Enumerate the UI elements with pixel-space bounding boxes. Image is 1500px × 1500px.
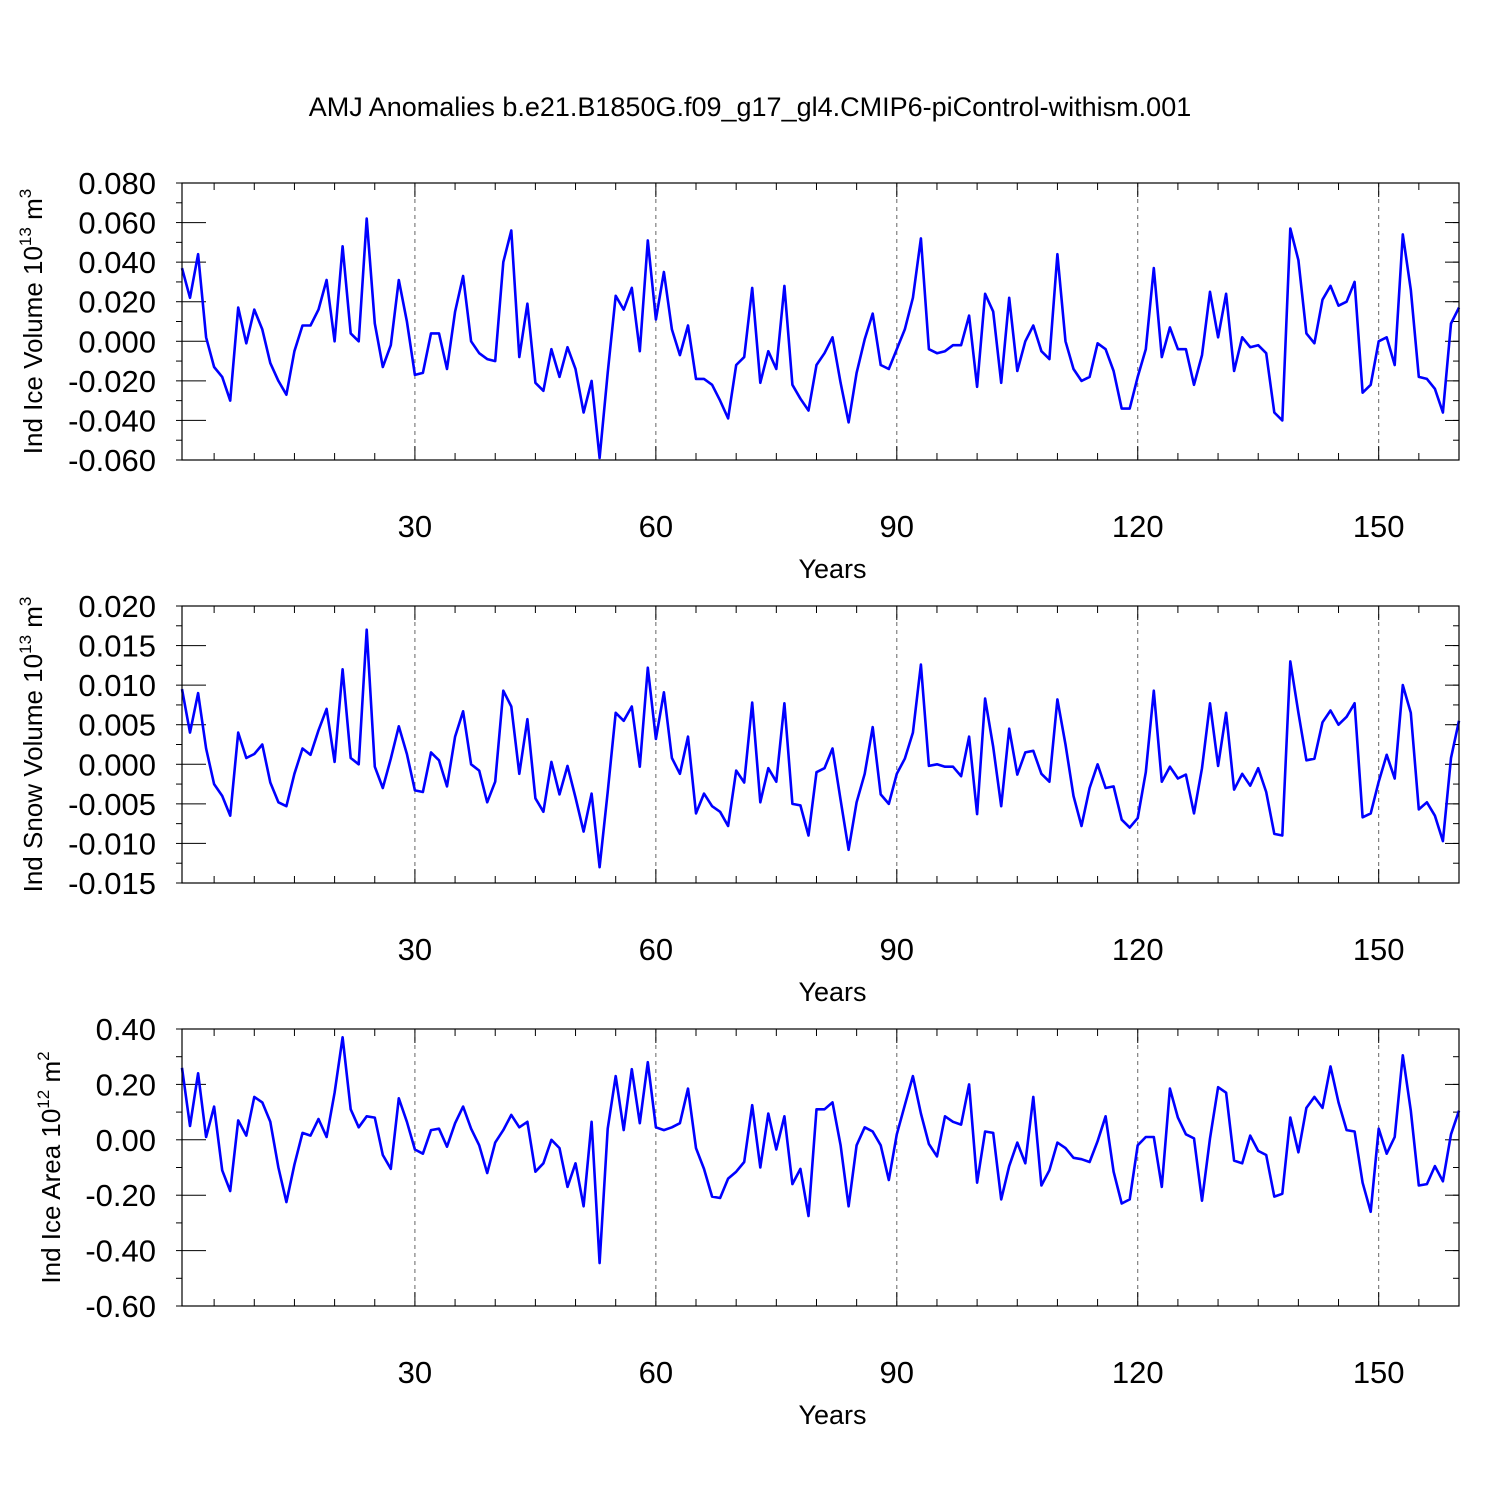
- x-tick-label: 30: [398, 509, 432, 544]
- x-tick-label: 150: [1353, 932, 1405, 967]
- x-axis-label: Years: [798, 554, 866, 584]
- x-tick-label: 90: [880, 932, 914, 967]
- y-tick-label: 0.20: [96, 1067, 156, 1102]
- y-tick-label: 0.080: [78, 166, 156, 201]
- x-axis-label: Years: [798, 1400, 866, 1430]
- plot-frame: [181, 182, 1460, 461]
- data-series-line: [180, 628, 1461, 869]
- x-tick-label: 60: [639, 509, 673, 544]
- x-tick-label: 60: [639, 932, 673, 967]
- y-tick-label: 0.000: [78, 747, 156, 782]
- y-tick-label: 0.005: [78, 708, 156, 743]
- panel-ice-volume: -0.060 -0.040 -0.020 0.000 0.020 0.040 0.060 0.…: [16, 166, 1461, 584]
- panel-ice-area: -0.60 -0.40 -0.20 0.00 0.20 0.40 30 60 90 120 150 Y…: [34, 1012, 1461, 1430]
- y-tick-label: 0.010: [78, 668, 156, 703]
- y-tick-label: -0.40: [85, 1234, 156, 1269]
- x-tick-label: 30: [398, 1355, 432, 1390]
- y-tick-label: -0.20: [85, 1178, 156, 1213]
- x-tick-label: 150: [1353, 1355, 1405, 1390]
- y-tick-label: 0.000: [78, 324, 156, 359]
- x-tick-label: 30: [398, 932, 432, 967]
- panel-snow-volume: -0.015 -0.010 -0.005 0.000 0.005 0.010 0.015 0.…: [16, 589, 1461, 1007]
- y-tick-label: -0.015: [68, 866, 156, 901]
- y-tick-label: 0.020: [78, 589, 156, 624]
- data-series-line: [180, 217, 1461, 460]
- x-tick-label: 90: [880, 1355, 914, 1390]
- y-axis-label: Ind Ice Volume 1013 m3: [16, 189, 48, 454]
- y-tick-label: -0.60: [85, 1289, 156, 1324]
- plot-frame: [181, 605, 1460, 884]
- x-axis-label: Years: [798, 977, 866, 1007]
- x-tick-label: 120: [1112, 932, 1164, 967]
- y-tick-label: 0.060: [78, 206, 156, 241]
- y-tick-label: 0.00: [96, 1123, 156, 1158]
- y-tick-label: 0.015: [78, 629, 156, 664]
- y-tick-label: -0.005: [68, 787, 156, 822]
- plot-frame: [181, 1028, 1460, 1307]
- figure-title: AMJ Anomalies b.e21.B1850G.f09_g17_gl4.C…: [308, 92, 1192, 122]
- y-axis-label: Ind Ice Area 1012 m2: [34, 1051, 66, 1283]
- x-tick-label: 120: [1112, 1355, 1164, 1390]
- y-tick-label: -0.060: [68, 443, 156, 478]
- x-tick-label: 150: [1353, 509, 1405, 544]
- x-tick-label: 60: [639, 1355, 673, 1390]
- x-tick-label: 120: [1112, 509, 1164, 544]
- y-axis-label: Ind Snow Volume 1013 m3: [16, 597, 48, 893]
- y-tick-label: -0.020: [68, 364, 156, 399]
- x-tick-label: 90: [880, 509, 914, 544]
- y-tick-label: 0.020: [78, 285, 156, 320]
- data-series-line: [180, 1036, 1461, 1265]
- y-tick-label: 0.040: [78, 245, 156, 280]
- y-tick-label: 0.40: [96, 1012, 156, 1047]
- y-tick-label: -0.010: [68, 826, 156, 861]
- y-tick-label: -0.040: [68, 403, 156, 438]
